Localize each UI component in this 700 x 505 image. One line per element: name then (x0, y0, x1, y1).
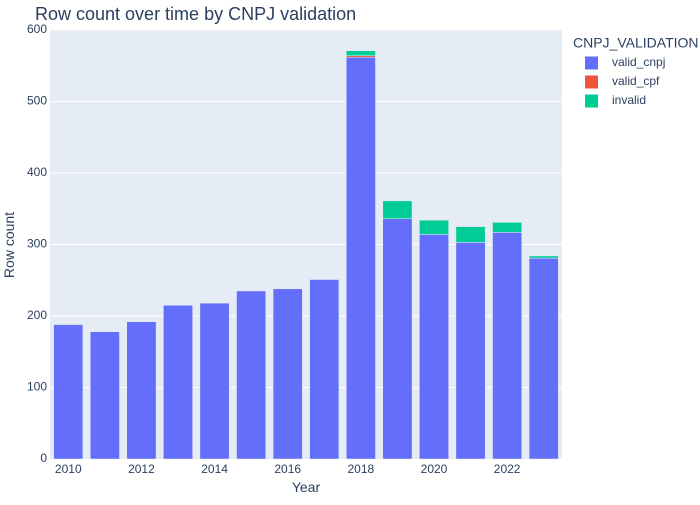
y-tick-label: 600 (27, 22, 47, 36)
bar-valid-cnpj-2012[interactable] (126, 321, 157, 460)
bar-invalid-2021[interactable] (455, 226, 486, 243)
bar-invalid-2022[interactable] (492, 222, 523, 233)
bar-valid-cnpj-2016[interactable] (272, 288, 303, 460)
bar-valid-cnpj-2018[interactable] (345, 56, 376, 460)
bar-valid-cnpj-2017[interactable] (309, 279, 340, 460)
x-tick-label: 2018 (348, 462, 375, 476)
legend-label: invalid (612, 93, 646, 107)
x-tick-label: 2014 (201, 462, 228, 476)
bar-valid-cnpj-2011[interactable] (89, 331, 120, 460)
bar-valid-cnpj-2013[interactable] (163, 305, 193, 460)
bar-valid-cnpj-2021[interactable] (455, 242, 486, 460)
legend-swatch (585, 94, 598, 108)
bar-valid-cnpj-2022[interactable] (492, 232, 523, 460)
legend-label: valid_cnpj (612, 55, 665, 69)
bar-valid-cnpj-2010[interactable] (53, 324, 84, 460)
bar-valid-cnpj-2015[interactable] (236, 290, 267, 460)
legend-item-invalid[interactable]: invalid (585, 93, 646, 108)
legend-item-valid-cpf[interactable]: valid_cpf (585, 74, 660, 89)
bar-invalid-2018[interactable] (345, 50, 376, 56)
y-axis-ticks: 0 100 200 300 400 500 600 (27, 22, 47, 465)
x-tick-label: 2010 (55, 462, 82, 476)
legend-item-valid-cnpj[interactable]: valid_cnpj (585, 55, 665, 70)
y-tick-label: 0 (40, 451, 47, 465)
legend-label: valid_cpf (612, 74, 660, 88)
legend-title: CNPJ_VALIDATION (573, 35, 699, 51)
x-axis-ticks: 2010 2012 2014 2016 2018 2020 2022 (55, 462, 521, 476)
bar-invalid-2019[interactable] (382, 200, 413, 220)
y-tick-label: 200 (27, 308, 47, 322)
y-tick-label: 400 (27, 165, 47, 179)
bar-invalid-2023[interactable] (528, 255, 559, 259)
bars-group (53, 50, 559, 460)
x-axis-title: Year (292, 479, 321, 495)
bar-invalid-2020[interactable] (419, 219, 449, 235)
y-tick-label: 500 (27, 94, 47, 108)
bar-valid-cnpj-2020[interactable] (419, 234, 449, 460)
legend-swatch (585, 56, 598, 70)
bar-valid-cnpj-2023[interactable] (528, 257, 559, 460)
x-tick-label: 2022 (494, 462, 521, 476)
y-tick-label: 100 (27, 380, 47, 394)
y-tick-label: 300 (27, 237, 47, 251)
x-tick-label: 2020 (421, 462, 448, 476)
bar-valid-cnpj-2014[interactable] (199, 302, 230, 460)
legend-swatch (585, 75, 598, 89)
legend: CNPJ_VALIDATION valid_cnpj valid_cpfinval… (573, 35, 699, 108)
y-axis-title: Row count (1, 212, 17, 278)
bar-valid-cnpj-2019[interactable] (382, 218, 413, 460)
x-tick-label: 2016 (274, 462, 301, 476)
x-tick-label: 2012 (128, 462, 155, 476)
chart-title: Row count over time by CNPJ validation (35, 4, 356, 24)
